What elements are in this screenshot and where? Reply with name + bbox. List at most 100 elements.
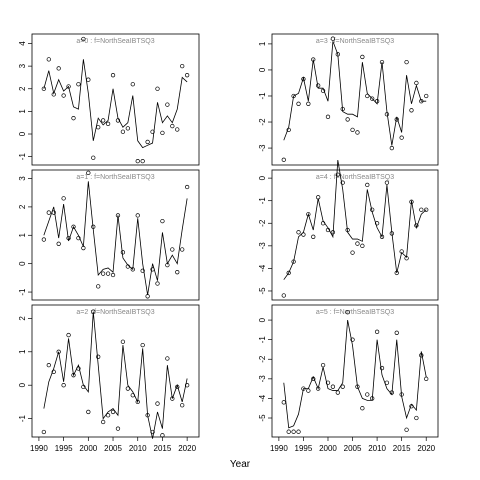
observed-point [46,57,51,62]
observed-point [160,433,165,438]
observed-point [180,247,185,252]
observed-point [350,337,355,342]
observed-point [71,224,76,229]
observed-point [394,330,399,335]
observed-point [96,284,101,289]
y-tick-label: 0 [258,317,267,322]
observed-point [105,121,111,126]
observed-point [110,73,116,78]
x-tick-label: 2015 [154,444,172,453]
observed-point [399,135,404,140]
plot-frame [271,304,439,438]
observed-point [360,406,365,411]
observed-point [281,157,286,162]
observed-point [184,184,190,190]
observed-point [135,213,140,218]
observed-point [424,376,429,381]
y-tick-label: -1 [258,336,267,344]
observed-point [350,250,355,255]
observed-point [404,59,409,65]
plot-frame [271,169,439,301]
y-tick-label: 0 [18,382,27,387]
observed-point [91,155,96,160]
x-tick-label: 2015 [393,444,411,453]
observed-point [320,362,326,368]
x-tick-label: 2020 [178,444,196,453]
observed-point [330,384,336,389]
observed-point [350,127,355,132]
observed-point [374,329,380,334]
observed-point [345,117,350,122]
observed-point [365,93,370,99]
observed-point [365,182,370,188]
observed-point [120,339,126,344]
observed-point [105,413,111,418]
panel: a=4 : f=NorthSeaIBTSQ3 -5 -4 -3 -2 -1 0 [258,160,439,301]
observed-point [125,126,131,131]
observed-point [409,108,414,113]
panel: a=2 : f=NorthSeaIBTSQ3 -1 0 1 2 1990 1995 2000 2… [18,304,200,453]
observed-point [180,63,185,69]
observed-point [419,207,424,212]
observed-point [61,93,66,98]
observed-point [424,207,429,212]
fit-line [283,320,427,429]
x-tick-label: 1990 [30,444,48,453]
panel: a=0 : f=NorthSeaIBTSQ3 -1 0 1 2 3 4 [18,33,200,166]
observed-point [389,145,394,151]
observed-point [330,36,336,41]
x-tick-label: 2005 [344,444,362,453]
observed-point [120,129,126,134]
panel-title: a=1 : f=NorthSeaIBTSQ3 [76,174,154,181]
observed-point [120,250,126,255]
observed-point [414,415,419,421]
y-tick-label: 3 [18,176,27,181]
observed-point [355,241,360,246]
observed-point [335,172,340,177]
observed-point [41,237,47,242]
y-tick-label: 1 [18,349,27,354]
fit-line [283,41,427,146]
observed-point [150,129,155,134]
plot-frame [271,33,439,166]
observed-point [316,386,321,391]
y-tick-label: 2 [18,316,27,321]
observed-point [110,272,116,278]
panel: a=1 : f=NorthSeaIBTSQ3 -1 0 1 2 3 [18,169,200,301]
observed-point [296,101,301,106]
y-tick-label: 0 [258,67,267,72]
observed-point [81,36,86,42]
x-tick-label: 2010 [129,444,147,453]
y-tick-label: -5 [258,287,267,295]
observed-point [175,270,180,275]
y-tick-label: -1 [258,92,267,100]
y-tick-label: 0 [258,175,267,180]
observed-point [71,116,76,121]
observed-point [379,365,385,371]
y-tick-label: -1 [258,197,267,205]
y-tick-label: 4 [18,41,27,46]
observed-point [155,281,160,286]
observed-point [56,66,61,71]
observed-point [41,429,47,435]
observed-point [424,93,429,99]
y-tick-label: 3 [18,63,27,68]
panel-title: a=4 : f=NorthSeaIBTSQ3 [316,174,394,181]
observed-point [86,170,91,175]
observed-point [115,426,121,431]
observed-point [100,271,106,276]
observed-point [105,271,111,276]
observed-point [365,392,370,397]
x-tick-label: 2000 [79,444,97,453]
observed-point [306,101,311,106]
observed-point [306,212,311,217]
observed-point [360,243,365,248]
panel: a=3 : f=NorthSeaIBTSQ3 -3 -2 -1 0 1 [258,33,439,166]
observed-point [130,82,135,87]
observed-point [180,403,185,408]
fit-line [43,181,188,295]
y-tick-label: -2 [258,219,267,227]
observed-point [96,354,101,359]
observed-point [66,84,71,89]
panel: a=5 : f=NorthSeaIBTSQ3 -5 -4 -3 -2 -1 0 1990 199… [258,304,439,453]
